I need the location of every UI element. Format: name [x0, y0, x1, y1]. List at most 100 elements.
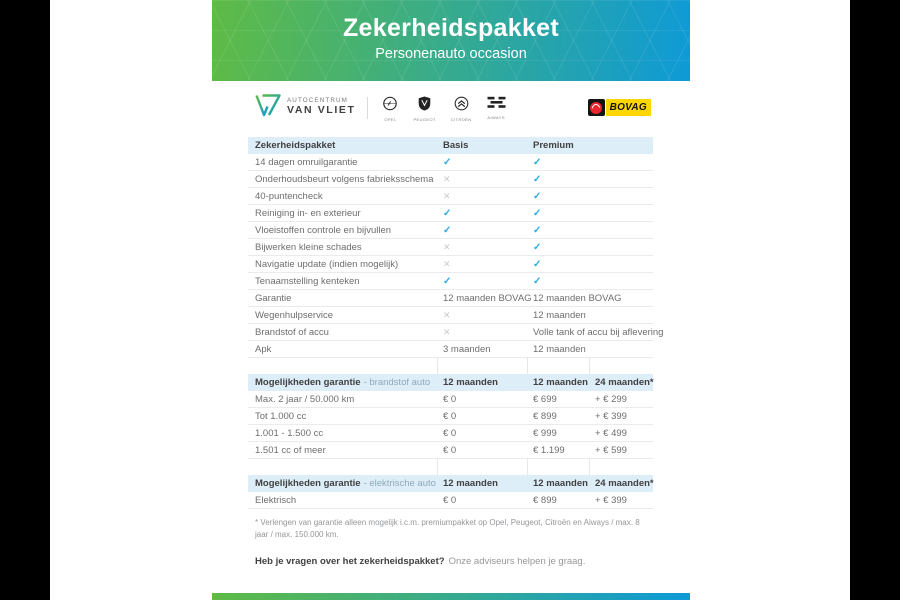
row-label: Reiniging in- en exterieur: [255, 207, 361, 219]
table-row: Tenaamstelling kenteken ✓ ✓: [248, 273, 653, 290]
fuel-col2-header: 12 maanden: [533, 377, 588, 388]
electric-header-title: Mogelijkheden garantie - elektrische auto: [255, 478, 436, 489]
brand-aiways: AIWAYS: [487, 96, 506, 120]
check-icon: ✓: [443, 156, 452, 168]
check-icon: ✓: [533, 190, 542, 202]
premium-value: 12 maanden: [533, 309, 586, 321]
cross-icon: ✕: [443, 258, 451, 269]
row-label: Tenaamstelling kenteken: [255, 275, 360, 287]
price-12m: € 0: [443, 494, 457, 506]
citroen-logo-icon: [454, 96, 469, 116]
hero-banner: Zekerheidspakket Personenauto occasion: [212, 0, 690, 81]
dealer-name-top: AUTOCENTRUM: [287, 97, 348, 105]
price-12m-premium: € 999: [533, 427, 557, 439]
comparison-table-header: Zekerheidspakket Basis Premium: [248, 137, 653, 154]
van-vliet-v-icon: [255, 93, 281, 122]
fuel-col1-header: 12 maanden: [443, 377, 498, 388]
price-12m: € 0: [443, 444, 457, 456]
basis-value: ✕: [437, 191, 527, 202]
cross-icon: ✕: [443, 173, 451, 184]
basis-value: ✕: [437, 242, 527, 253]
row-label: 14 dagen omruilgarantie: [255, 156, 358, 168]
basis-value: ✓: [437, 225, 527, 236]
row-label: Onderhoudsbeurt volgens fabrieksschema: [255, 173, 434, 185]
brand-caption: CITROËN: [450, 117, 472, 122]
page-title: Zekerheidspakket: [342, 14, 560, 42]
basis-value: ✕: [437, 310, 527, 321]
opel-logo-icon: [382, 96, 398, 116]
column-header-premium: Premium: [533, 140, 574, 151]
aiways-logo-icon: [487, 96, 506, 114]
electric-col3-header: 24 maanden*: [595, 478, 654, 489]
table-row: 1.001 - 1.500 cc € 0 € 999 + € 499: [248, 425, 653, 442]
warranty-tables: Zekerheidspakket Basis Premium 14 dagen …: [248, 137, 664, 509]
price-24m: + € 399: [595, 494, 627, 506]
row-label: 1.001 - 1.500 cc: [255, 427, 324, 439]
column-header-basis: Basis: [443, 140, 469, 151]
check-icon: ✓: [533, 224, 542, 236]
table-row: Brandstof of accu ✕ Volle tank of accu b…: [248, 324, 664, 341]
footer-question-bold: Heb je vragen over het zekerheidspakket?: [255, 556, 445, 567]
table-row: Garantie 12 maanden BOVAG 12 maanden BOV…: [248, 290, 653, 307]
bovag-logo: BOVAG: [587, 99, 651, 116]
dealer-name: AUTOCENTRUM VAN VLIET: [287, 97, 356, 117]
electric-col1-header: 12 maanden: [443, 478, 498, 489]
table-gap: [248, 358, 653, 374]
electric-header-qualifier: - elektrische auto: [363, 478, 436, 489]
bovag-label: BOVAG: [605, 99, 651, 116]
table-row: Elektrisch € 0 € 899 + € 399: [248, 492, 653, 509]
page-subtitle: Personenauto occasion: [375, 46, 527, 62]
brand-logos: OPEL PEUGEOT CITROËN: [382, 96, 506, 122]
cross-icon: ✕: [443, 326, 451, 337]
premium-value: ✓: [527, 191, 653, 202]
table-row: Vloeistoffen controle en bijvullen ✓ ✓: [248, 222, 653, 239]
table-gap: [248, 459, 653, 475]
branding-row: AUTOCENTRUM VAN VLIET OPEL: [255, 91, 651, 124]
table-row: Bijwerken kleine schades ✕ ✓: [248, 239, 653, 256]
brand-peugeot: PEUGEOT: [413, 96, 435, 122]
price-12m-premium: € 1.199: [533, 444, 565, 456]
check-icon: ✓: [443, 275, 452, 287]
fuel-table-header: Mogelijkheden garantie - brandstof auto 1…: [248, 374, 654, 391]
cross-icon: ✕: [443, 190, 451, 201]
table-row: 40-puntencheck ✕ ✓: [248, 188, 653, 205]
check-icon: ✓: [533, 275, 542, 287]
bovag-icon: [587, 99, 605, 116]
table-row: 14 dagen omruilgarantie ✓ ✓: [248, 154, 653, 171]
row-label: Max. 2 jaar / 50.000 km: [255, 393, 355, 405]
electric-table-body: Elektrisch € 0 € 899 + € 399: [248, 492, 653, 509]
electric-col2-header: 12 maanden: [533, 478, 588, 489]
footer-question: Heb je vragen over het zekerheidspakket?…: [255, 556, 585, 567]
brand-caption: AIWAYS: [487, 115, 505, 120]
premium-value: ✓: [527, 225, 653, 236]
price-12m: € 0: [443, 410, 457, 422]
check-icon: ✓: [443, 224, 452, 236]
price-12m-premium: € 699: [533, 393, 557, 405]
row-label: 40-puntencheck: [255, 190, 323, 202]
dealer-logo: AUTOCENTRUM VAN VLIET: [255, 93, 356, 122]
right-black-border: [850, 0, 900, 600]
premium-value: ✓: [527, 208, 653, 219]
basis-value: 3 maanden: [443, 343, 491, 355]
row-label: Elektrisch: [255, 494, 297, 506]
premium-value: ✓: [527, 259, 653, 270]
row-label: Navigatie update (indien mogelijk): [255, 258, 399, 270]
premium-value: Volle tank of accu bij aflevering: [533, 326, 664, 338]
row-label: Wegenhulpservice: [255, 309, 333, 321]
dealer-name-bottom: VAN VLIET: [287, 104, 356, 117]
row-label: Garantie: [255, 292, 292, 304]
cross-icon: ✕: [443, 241, 451, 252]
brand-caption: OPEL: [384, 117, 397, 122]
price-12m-premium: € 899: [533, 494, 557, 506]
row-label: Apk: [255, 343, 272, 355]
basis-value: 12 maanden BOVAG: [443, 292, 532, 304]
premium-value: 12 maanden BOVAG: [533, 292, 622, 304]
table-row: Onderhoudsbeurt volgens fabrieksschema ✕…: [248, 171, 653, 188]
table-row: Wegenhulpservice ✕ 12 maanden: [248, 307, 653, 324]
price-12m-premium: € 899: [533, 410, 557, 422]
row-label: 1.501 cc of meer: [255, 444, 326, 456]
comparison-table-body: 14 dagen omruilgarantie ✓ ✓ Onderhoudsbe…: [248, 154, 664, 358]
table-row: Tot 1.000 cc € 0 € 899 + € 399: [248, 408, 653, 425]
row-label: Brandstof of accu: [255, 326, 329, 338]
basis-value: ✓: [437, 208, 527, 219]
